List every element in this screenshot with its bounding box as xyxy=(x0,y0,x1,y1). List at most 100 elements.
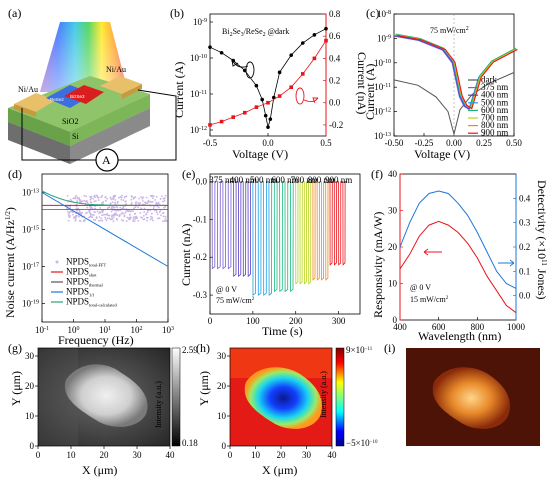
panel-d-scatter-point xyxy=(111,201,114,204)
panel-d-ytick-label: 10-13 xyxy=(22,188,39,198)
panel-c-xtick-label: 0.00 xyxy=(446,138,462,148)
panel-b-xtick-label: 0.5 xyxy=(320,138,332,148)
panel-d-scatter-point xyxy=(162,220,164,223)
panel-d-scatter-point xyxy=(83,199,86,202)
panel-d-scatter-point xyxy=(134,212,137,215)
panel-d-scatter-point xyxy=(101,211,104,214)
panel-d-scatter-point xyxy=(114,203,117,206)
panel-d-scatter-point xyxy=(158,206,160,209)
panel-h: (h) 9×10−11 −5×10−10 Intensity (a.u.) 0 1… xyxy=(196,341,378,477)
panel-d-scatter-point xyxy=(128,218,131,221)
panel-d-scatter-point xyxy=(145,213,148,215)
panel-d-scatter-point xyxy=(81,200,84,203)
panel-b-series-dark-point xyxy=(219,50,224,55)
panel-d-scatter-point xyxy=(118,196,120,199)
panel-d-scatter-point xyxy=(152,207,155,210)
panel-b-series-dark-point xyxy=(277,70,282,75)
panel-f-ytick-label: 10 xyxy=(388,279,398,289)
panel-b-series-dark-point xyxy=(312,33,317,37)
panel-d-scatter-point xyxy=(108,217,111,220)
panel-d-scatter-point xyxy=(72,217,75,219)
panel-d-xtick-label: 101 xyxy=(99,325,111,335)
panel-d-scatter-point xyxy=(133,207,135,210)
panel-f-y2tick-label: 0.4 xyxy=(519,193,531,203)
panel-d-scatter-point xyxy=(119,206,122,209)
panel-d-scatter-point xyxy=(140,216,142,218)
map-ytick-label: 0 xyxy=(222,441,227,451)
panel-c-legend-label: 600 nm xyxy=(481,105,508,115)
panel-d-scatter-point xyxy=(155,211,158,214)
panel-d-scatter-point xyxy=(101,214,103,217)
panel-b-y2tick-label: 0.4 xyxy=(329,53,341,63)
panel-d-data: 10-1 100 101 102 103 10-19 10-17 10-15 10-13 xyxy=(22,188,174,336)
panel-d-scatter-point xyxy=(163,220,166,222)
panel-d-scatter-point xyxy=(119,195,122,198)
panel-d-1f-line xyxy=(41,192,169,267)
panel-d-scatter-point xyxy=(68,211,71,214)
panel-d-scatter-point xyxy=(134,206,137,209)
panel-d-scatter-point xyxy=(93,194,96,197)
map-xtick-label: 30 xyxy=(133,450,143,460)
panel-b-series-linear-point xyxy=(219,119,224,124)
panel-e-series-800nm xyxy=(312,181,330,281)
panel-d-scatter-point xyxy=(150,212,153,215)
panel-d-scatter-point xyxy=(126,216,129,219)
panel-d-scatter-point xyxy=(116,206,119,209)
panel-e-plot-area xyxy=(209,173,361,315)
panel-d-scatter-point xyxy=(110,210,113,213)
panel-e-annotation2: 75 mW/cm2 xyxy=(216,296,255,305)
panel-d-scatter-point xyxy=(133,220,136,223)
panel-e-band-label: 375 nm xyxy=(209,175,236,185)
panel-c-legend-label: 700 nm xyxy=(481,113,508,123)
panel-f-y2tick-label: 0.0 xyxy=(519,291,531,301)
panel-d-scatter-point xyxy=(91,214,94,216)
panel-d-scatter-point xyxy=(117,200,120,203)
panel-d-legend-swatch xyxy=(55,260,59,264)
panel-d-scatter-point xyxy=(139,212,142,214)
panel-d-scatter-point xyxy=(134,201,137,204)
sio2-label: SiO2 xyxy=(62,117,78,126)
panel-e-xtick-label: 0 xyxy=(208,316,213,326)
panel-d-scatter-point xyxy=(106,197,109,200)
panel-d-scatter-point xyxy=(106,213,109,216)
panel-f-xtick-label: 1000 xyxy=(507,322,526,332)
panel-d-xtick-label: 100 xyxy=(68,325,80,335)
panel-d-scatter-point xyxy=(97,196,100,199)
panel-d-scatter-point xyxy=(94,200,97,202)
panel-c-series-dark xyxy=(393,72,515,135)
panel-d-scatter-point xyxy=(116,214,119,217)
panel-b-y2tick-label: 0.2 xyxy=(329,76,340,86)
panel-b-series-dark-point xyxy=(301,41,305,45)
panel-e-series-600nm xyxy=(273,181,296,293)
panel-d-scatter-point xyxy=(71,211,74,214)
panel-e-series-900nm xyxy=(329,181,348,266)
panel-f-data: 400 600 800 1000 0 10 20 30 40 0.0 0.1 0.2 0.3 0.4 xyxy=(388,169,531,332)
panel-d-scatter-point xyxy=(144,201,146,204)
panel-b-series-dark-point xyxy=(254,83,259,88)
si-label: Si xyxy=(72,132,79,141)
right-electrode-label: Ni/Au xyxy=(106,65,126,74)
panel-d-scatter-point xyxy=(156,213,159,216)
panel-f-ylabel: Responsivity (mA/W) xyxy=(371,212,385,318)
panel-g-cbar-max: 2.59 xyxy=(182,345,198,355)
panel-d-scatter-point xyxy=(89,213,92,216)
panel-b-ylabel2: Current (nA) xyxy=(355,52,369,114)
panel-d-scatter-point xyxy=(102,201,105,203)
panel-c-ytick-label: 10-8 xyxy=(377,9,391,19)
panel-f-ytick-label: 20 xyxy=(388,242,398,252)
panel-g-xlabel: X (μm) xyxy=(82,463,117,477)
panel-d-scatter-point xyxy=(163,197,166,200)
panel-c-ytick-label: 10-13 xyxy=(374,131,391,141)
panel-d-scatter-point xyxy=(98,216,101,219)
panel-d-scatter-point xyxy=(122,212,125,215)
panel-d-scatter-point xyxy=(128,216,131,219)
panel-d-scatter-point xyxy=(143,211,146,214)
panel-d-scatter-point xyxy=(120,198,123,201)
panel-b-series-linear-point xyxy=(266,100,270,105)
map-xtick-label: 0 xyxy=(36,450,41,460)
panel-e-band-label: 700 nm xyxy=(291,175,318,185)
panel-d-scatter-point xyxy=(162,215,165,218)
panel-g-colorbar xyxy=(171,347,181,447)
panel-d-scatter-point xyxy=(158,211,161,214)
panel-h-xlabel: X (μm) xyxy=(262,463,297,477)
